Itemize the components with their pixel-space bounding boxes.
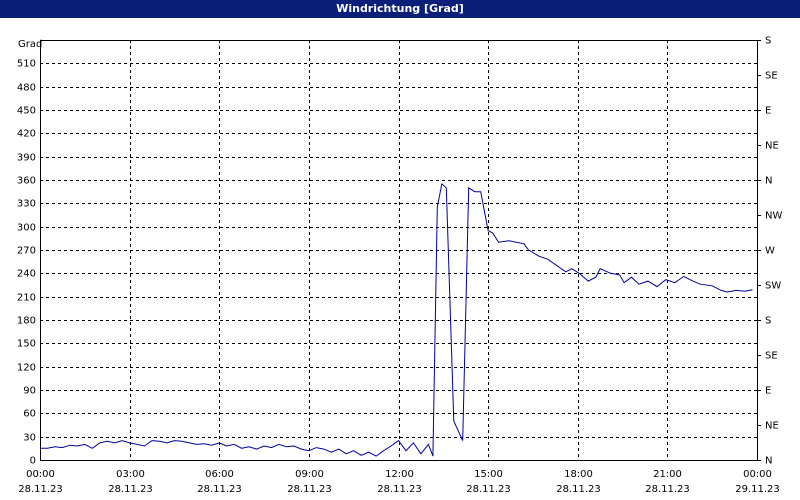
title-bar: Windrichtung [Grad]	[0, 0, 800, 18]
x-tick-date: 28.11.23	[377, 484, 422, 495]
y-tick-label: 270	[17, 246, 36, 257]
x-tick-label: 06:00	[205, 469, 234, 480]
y2-tick-label: S	[765, 316, 771, 327]
y2-tick-label: N	[765, 176, 772, 187]
y-tick-label: 330	[17, 199, 36, 210]
y-tick-label: 90	[23, 386, 36, 397]
y-tick-label: 120	[17, 363, 36, 374]
y-tick-label: 360	[17, 176, 36, 187]
y-axis-label: Grad	[18, 39, 42, 50]
y-tick-label: 300	[17, 223, 36, 234]
x-tick-date: 28.11.23	[645, 484, 690, 495]
y2-tick-label: S	[765, 36, 771, 47]
y-tick-label: 60	[23, 409, 36, 420]
y-tick-label: 240	[17, 269, 36, 280]
y-tick-label: 150	[17, 339, 36, 350]
y-tick-label: 0	[30, 456, 36, 467]
x-tick-date: 28.11.23	[108, 484, 153, 495]
x-tick-date: 28.11.23	[556, 484, 601, 495]
y-tick-label: 450	[17, 106, 36, 117]
x-tick-label: 18:00	[564, 469, 593, 480]
y2-tick-label: E	[765, 106, 771, 117]
y2-tick-label: NE	[765, 421, 779, 432]
x-tick-label: 00:00	[26, 469, 55, 480]
plot-frame	[40, 40, 758, 461]
x-tick-date: 29.11.23	[735, 484, 780, 495]
y-tick-label: 480	[17, 83, 36, 94]
y2-tick-label: SE	[765, 71, 778, 82]
y2-tick-label: SE	[765, 351, 778, 362]
y-tick-label: 210	[17, 293, 36, 304]
x-tick-label: 09:00	[295, 469, 324, 480]
x-tick-label: 00:00	[743, 469, 772, 480]
y2-tick-label: NE	[765, 141, 779, 152]
x-tick-date: 28.11.23	[287, 484, 332, 495]
y-tick-label: 390	[17, 153, 36, 164]
y-tick-label: 510	[17, 59, 36, 70]
y2-tick-label: SW	[765, 281, 781, 292]
y-tick-label: 180	[17, 316, 36, 327]
y2-tick-label: N	[765, 456, 772, 467]
x-tick-label: 21:00	[653, 469, 682, 480]
y2-tick-label: E	[765, 386, 771, 397]
y2-tick-label: NW	[765, 211, 782, 222]
y-tick-label: 30	[23, 433, 36, 444]
x-tick-date: 28.11.23	[18, 484, 63, 495]
y2-tick-label: W	[765, 246, 775, 257]
y-tick-label: 420	[17, 129, 36, 140]
data-line	[40, 182, 753, 457]
x-tick-label: 15:00	[474, 469, 503, 480]
x-tick-date: 28.11.23	[197, 484, 242, 495]
x-tick-date: 28.11.23	[466, 484, 511, 495]
x-tick-label: 12:00	[385, 469, 414, 480]
x-tick-label: 03:00	[116, 469, 145, 480]
